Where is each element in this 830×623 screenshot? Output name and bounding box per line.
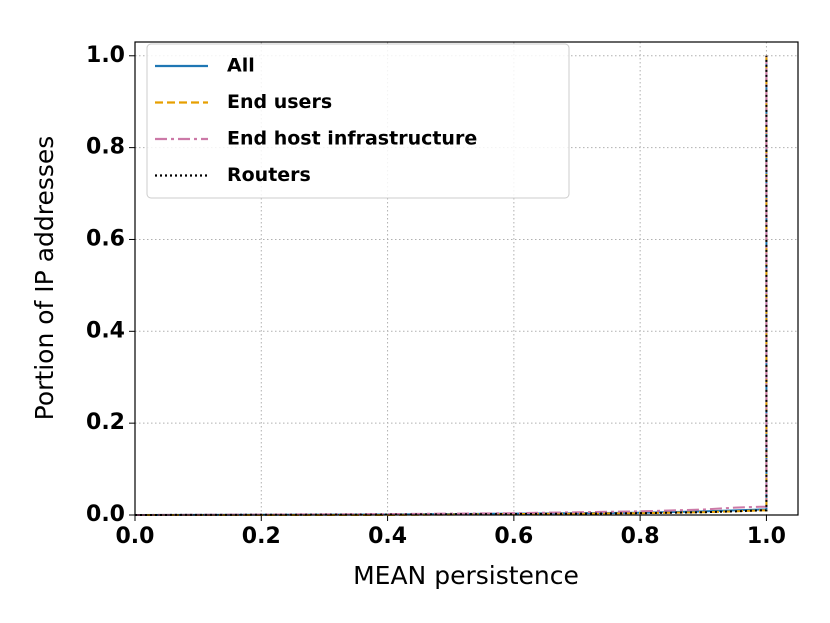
- series-line: [134, 55, 768, 516]
- x-tick-label: 1.0: [747, 524, 786, 549]
- y-tick-label: 0.0: [86, 502, 125, 527]
- legend-label: End users: [227, 91, 332, 113]
- legend: All End users End host infrastructure Route…: [146, 43, 570, 199]
- legend-label: End host infrastructure: [227, 128, 477, 150]
- x-tick-label: 0.4: [368, 524, 407, 549]
- y-axis-label: Portion of IP addresses: [30, 136, 59, 421]
- y-tick-label: 0.8: [86, 135, 125, 160]
- legend-label: All: [227, 55, 255, 77]
- y-tick-label: 1.0: [86, 43, 125, 68]
- x-tick-label: 0.0: [116, 524, 155, 549]
- y-tick-label: 0.2: [86, 410, 125, 435]
- y-tick-label: 0.6: [86, 226, 125, 251]
- x-tick-label: 0.6: [494, 524, 533, 549]
- x-tick-label: 0.2: [242, 524, 281, 549]
- legend-box: [146, 43, 570, 199]
- x-axis-label: MEAN persistence: [353, 561, 579, 590]
- legend-label: Routers: [227, 164, 311, 186]
- y-tick-label: 0.4: [86, 318, 125, 343]
- x-tick-label: 0.8: [621, 524, 660, 549]
- plot-frame: [134, 41, 799, 516]
